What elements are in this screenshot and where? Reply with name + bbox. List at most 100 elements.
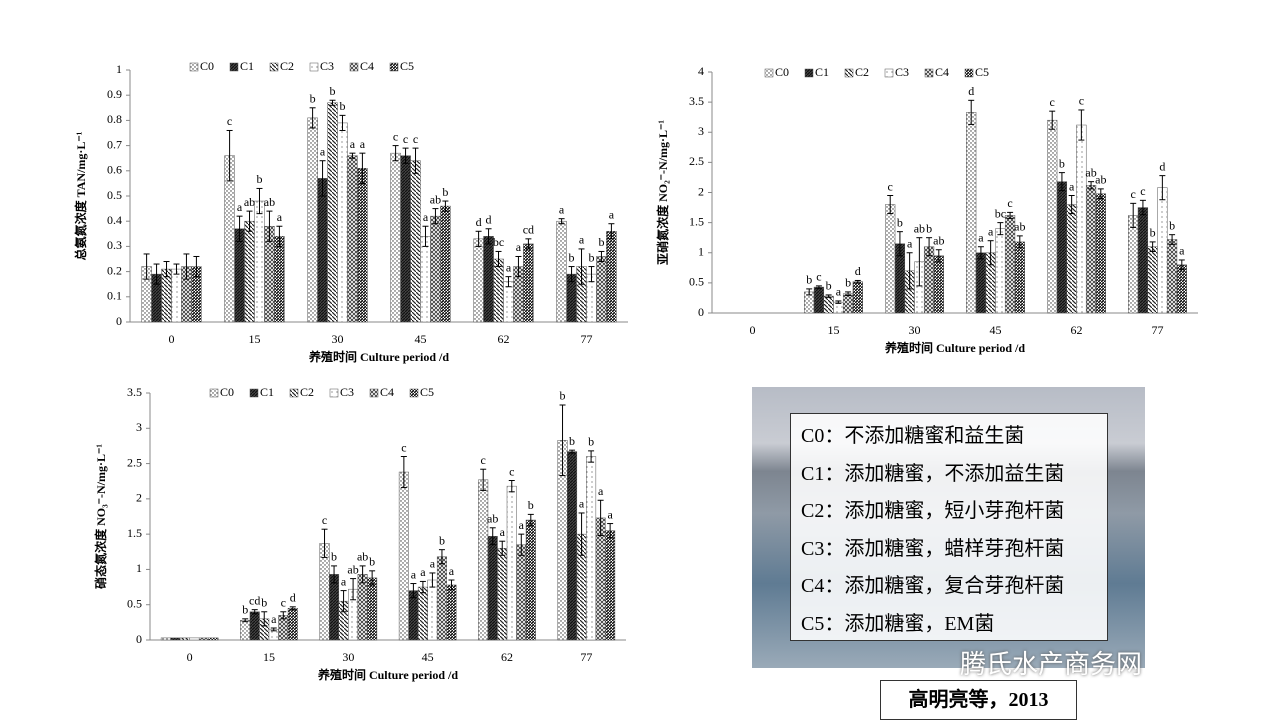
y-tick-label: 0: [136, 632, 142, 646]
bar: [525, 519, 536, 641]
legend-swatch: [269, 62, 279, 72]
bar: [317, 178, 328, 323]
x-tick-label: 30: [342, 650, 354, 664]
bar: [493, 258, 504, 323]
x-tick-label: 62: [498, 332, 510, 346]
legend-label: C2: [300, 385, 314, 399]
bar: [430, 215, 441, 323]
x-tick-label: 0: [187, 650, 193, 664]
y-tick-label: 0.8: [107, 112, 122, 126]
significance-letter: d: [1159, 159, 1165, 173]
significance-letter: a: [423, 210, 429, 224]
significance-letter: b: [439, 533, 445, 547]
significance-letter: b: [897, 215, 903, 229]
bar: [1047, 119, 1058, 314]
legend-swatch: [884, 68, 894, 78]
bar: [523, 243, 534, 323]
significance-letter: b: [310, 92, 316, 106]
significance-letter: d: [968, 84, 974, 98]
significance-letter: d: [290, 591, 296, 605]
treatment: C4：添加糖蜜，复合芽孢杆菌: [801, 575, 1065, 598]
significance-letter: c: [403, 132, 408, 146]
legend-label: C2: [855, 65, 869, 79]
legend-swatch: [964, 68, 974, 78]
bar: [1128, 215, 1139, 314]
x-tick-label: 77: [1152, 323, 1164, 337]
significance-letter: ab: [1014, 220, 1025, 234]
significance-letter: b: [339, 99, 345, 113]
bar: [244, 220, 255, 323]
bar: [367, 577, 378, 641]
y-tick-label: 3: [698, 124, 704, 138]
significance-letter: d: [855, 264, 861, 278]
x-tick-label: 45: [990, 323, 1002, 337]
y-tick-label: 1: [136, 561, 142, 575]
y-tick-label: 0.5: [689, 275, 704, 289]
y-tick-label: 0.6: [107, 163, 122, 177]
significance-letter: a: [607, 507, 613, 521]
bar: [274, 236, 285, 323]
y-tick-label: 0: [698, 305, 704, 319]
bar: [605, 530, 616, 641]
significance-letter: c: [888, 179, 893, 193]
significance-letter: b: [256, 172, 262, 186]
bar: [478, 479, 489, 641]
legend-label: C4: [935, 65, 949, 79]
significance-letter: cd: [523, 223, 534, 237]
significance-letter: a: [579, 233, 585, 247]
significance-letter: ab: [357, 550, 368, 564]
significance-letter: b: [588, 435, 594, 449]
significance-letter: d: [476, 215, 482, 229]
significance-letter: ab: [1085, 165, 1096, 179]
legend-label: C0: [220, 385, 234, 399]
y-tick-label: 3: [136, 420, 142, 434]
significance-letter: c: [281, 596, 286, 610]
significance-letter: b: [598, 235, 604, 249]
significance-letter: a: [1069, 179, 1075, 193]
significance-letter: c: [509, 464, 514, 478]
significance-letter: b: [242, 603, 248, 617]
bar: [420, 236, 431, 323]
x-tick-label: 62: [501, 650, 513, 664]
significance-letter: b: [442, 185, 448, 199]
y-tick-label: 0.5: [127, 596, 142, 610]
significance-letter: a: [320, 144, 326, 158]
bar: [357, 574, 368, 641]
significance-letter: ab: [264, 195, 275, 209]
legend-label: C3: [340, 385, 354, 399]
bar: [208, 637, 219, 641]
significance-letter: b: [826, 279, 832, 293]
significance-letter: b: [806, 273, 812, 287]
bar: [1157, 187, 1168, 314]
treatment: C2：添加糖蜜，短小芽孢杆菌: [801, 500, 1065, 523]
bar: [852, 281, 863, 314]
bar: [885, 204, 896, 314]
treatment: C0：不添加糖蜜和益生菌: [801, 425, 1025, 447]
y-axis-label: 亚硝氮浓度 NO₂⁻-N/mg·L⁻¹: [655, 120, 670, 265]
significance-letter: a: [988, 224, 994, 238]
significance-letter: b: [331, 550, 337, 564]
bar: [497, 548, 508, 641]
legend-label: C1: [260, 385, 274, 399]
legend-swatch: [229, 62, 239, 72]
bar: [436, 556, 447, 641]
x-axis-label: 养殖时间 Culture period /d: [884, 340, 1025, 355]
legend-swatch: [329, 388, 339, 398]
significance-letter: a: [506, 260, 512, 274]
significance-letter: c: [413, 132, 418, 146]
bar: [327, 102, 338, 323]
significance-letter: c: [816, 270, 821, 284]
significance-letter: b: [588, 250, 594, 264]
x-tick-label: 30: [909, 323, 921, 337]
significance-letter: c: [393, 129, 398, 143]
bar: [400, 155, 411, 323]
bar: [254, 200, 265, 323]
bar: [556, 220, 567, 323]
y-tick-label: 0.5: [107, 188, 122, 202]
legend-label: C3: [320, 59, 334, 73]
y-tick-label: 1.5: [689, 214, 704, 228]
y-tick-label: 3.5: [689, 94, 704, 108]
significance-letter: c: [1079, 94, 1084, 108]
significance-letter: a: [519, 518, 525, 532]
